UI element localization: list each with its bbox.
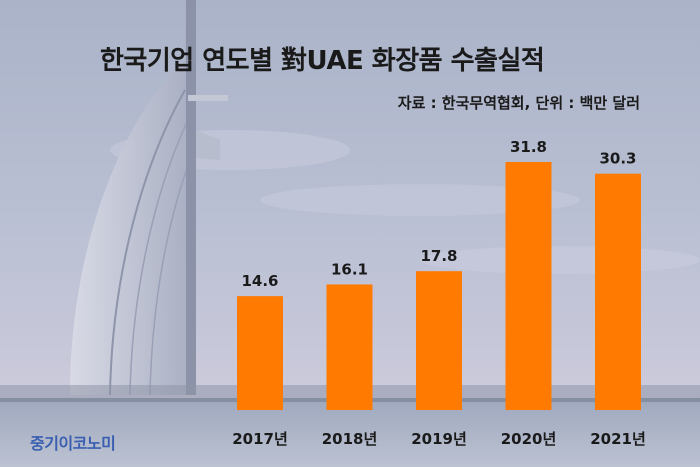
bar-2017년 bbox=[237, 296, 283, 410]
category-label: 2021년 bbox=[590, 430, 646, 448]
source-note: 자료 : 한국무역협회, 단위 : 백만 달러 bbox=[397, 94, 640, 112]
value-label: 17.8 bbox=[420, 247, 457, 265]
chart-title: 한국기업 연도별 對UAE 화장품 수출실적 bbox=[100, 46, 545, 76]
tower-silhouette bbox=[70, 0, 228, 396]
value-label: 30.3 bbox=[599, 150, 636, 168]
bar-2021년 bbox=[595, 173, 641, 410]
category-label: 2018년 bbox=[322, 430, 378, 448]
bar-2019년 bbox=[416, 271, 462, 410]
category-label: 2019년 bbox=[411, 430, 467, 448]
value-label: 16.1 bbox=[331, 260, 368, 278]
value-label: 14.6 bbox=[241, 272, 278, 290]
publisher-logo: 중기이코노미 bbox=[30, 434, 116, 453]
bar-2018년 bbox=[326, 284, 373, 410]
category-label: 2020년 bbox=[501, 430, 557, 448]
category-label: 2017년 bbox=[232, 430, 288, 448]
bar-2020년 bbox=[505, 162, 552, 410]
value-label: 31.8 bbox=[510, 138, 547, 156]
